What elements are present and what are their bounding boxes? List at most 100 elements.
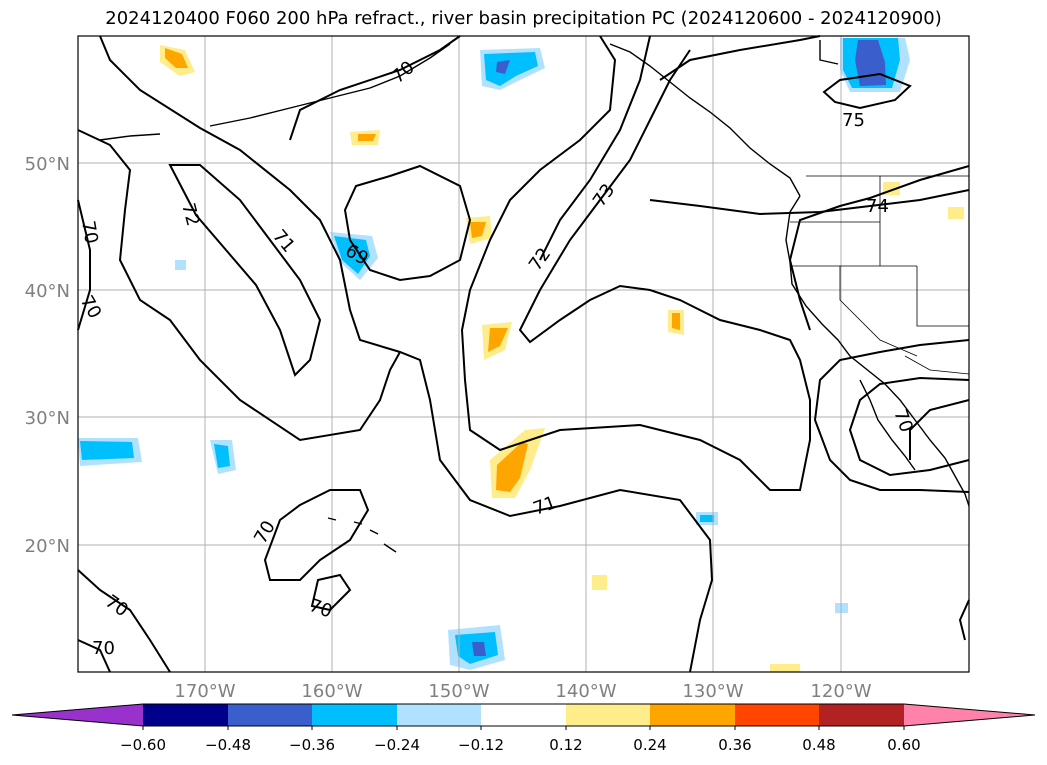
colorbar-tick-labels: −0.60 −0.48 −0.36 −0.24 −0.12 0.12 0.24 … bbox=[120, 736, 921, 754]
lon-label: 170°W bbox=[174, 681, 235, 702]
border-ca-nv bbox=[839, 266, 918, 357]
colorbar-segment bbox=[312, 704, 397, 726]
border-nevada bbox=[916, 266, 969, 327]
contour-line bbox=[460, 35, 811, 491]
border-us-mexico bbox=[904, 355, 970, 375]
colorbar-tick-label: 0.12 bbox=[549, 736, 582, 754]
precip-patch bbox=[770, 664, 800, 672]
lon-label: 150°W bbox=[428, 681, 489, 702]
contour-line bbox=[168, 164, 322, 377]
colorbar bbox=[11, 703, 1036, 730]
lat-label: 40°N bbox=[25, 281, 70, 302]
contour-label: 70 bbox=[77, 219, 102, 245]
precip-patch bbox=[484, 52, 538, 86]
latitude-labels: 50°N 40°N 30°N 20°N bbox=[25, 154, 70, 557]
coastline-west-coast bbox=[785, 195, 970, 507]
lat-label: 50°N bbox=[25, 154, 70, 175]
contour-label: 74 bbox=[866, 196, 889, 217]
contour-line bbox=[539, 35, 651, 261]
contour-line bbox=[77, 129, 401, 442]
graticule bbox=[78, 36, 969, 672]
colorbar-tick-label: −0.48 bbox=[205, 736, 251, 754]
contour-label: 70 bbox=[388, 57, 419, 88]
precip-patch bbox=[948, 207, 964, 219]
contours bbox=[77, 35, 970, 673]
contour-line bbox=[958, 599, 970, 641]
contour-label: 71 bbox=[268, 226, 299, 257]
precip-patch bbox=[496, 60, 510, 74]
map-title: 2024120400 F060 200 hPa refract., river … bbox=[105, 8, 942, 29]
coastlines bbox=[99, 40, 970, 553]
contour-label: 70 bbox=[250, 517, 280, 547]
colorbar-tick-label: −0.12 bbox=[458, 736, 504, 754]
contour-label: 72 bbox=[177, 201, 203, 229]
contour-line bbox=[909, 399, 970, 460]
coastline-alaska-panhandle bbox=[609, 43, 801, 197]
contour-label: 75 bbox=[842, 110, 865, 131]
colorbar-tick-label: −0.60 bbox=[120, 736, 166, 754]
contour-line bbox=[343, 164, 472, 282]
contour-line bbox=[649, 189, 970, 216]
contour-line bbox=[788, 165, 970, 331]
lon-label: 140°W bbox=[555, 681, 616, 702]
colorbar-tick-label: 0.24 bbox=[633, 736, 666, 754]
colorbar-segment bbox=[650, 704, 735, 726]
colorbar-tick-label: 0.60 bbox=[887, 736, 920, 754]
colorbar-tick-label: 0.48 bbox=[802, 736, 835, 754]
contour-labels: 70 72 71 69 72 73 74 75 70 70 70 71 70 7… bbox=[76, 57, 917, 659]
contour-label: 70 bbox=[306, 595, 335, 623]
precip-patch bbox=[358, 134, 376, 141]
colorbar-segment bbox=[228, 704, 312, 726]
precip-patch bbox=[80, 441, 134, 460]
map-frame bbox=[77, 35, 970, 673]
colorbar-extension-high bbox=[904, 704, 1035, 726]
contour-line bbox=[813, 339, 970, 493]
precip-patches bbox=[78, 38, 964, 672]
colorbar-segment bbox=[819, 704, 904, 726]
coastline-baja bbox=[859, 379, 916, 471]
precip-patch bbox=[488, 328, 508, 352]
lon-label: 130°W bbox=[682, 681, 743, 702]
precip-patch bbox=[470, 222, 486, 238]
contour-line bbox=[263, 489, 370, 581]
contour-label: 70 bbox=[92, 638, 115, 659]
contour-line bbox=[99, 35, 714, 673]
colorbar-segment bbox=[143, 704, 228, 726]
contour-label: 71 bbox=[531, 492, 560, 520]
colorbar-segment bbox=[735, 704, 819, 726]
colorbar-segment bbox=[566, 704, 650, 726]
contour-label: 70 bbox=[76, 292, 106, 322]
colorbar-extension-low bbox=[12, 704, 143, 726]
contour-line bbox=[289, 35, 461, 141]
contour-line bbox=[77, 199, 91, 331]
coastline-aleutians bbox=[99, 43, 451, 141]
lon-label: 160°W bbox=[301, 681, 362, 702]
precip-patch bbox=[672, 313, 680, 330]
precip-patch bbox=[592, 575, 607, 590]
longitude-labels: 170°W 160°W 150°W 140°W 130°W 120°W bbox=[174, 681, 871, 702]
colorbar-tick-label: −0.24 bbox=[374, 736, 420, 754]
contour-label: 70 bbox=[101, 591, 132, 621]
coastline-canada bbox=[819, 40, 839, 65]
contour-line bbox=[848, 376, 970, 477]
precip-patch bbox=[214, 444, 230, 468]
colorbar-segment bbox=[481, 704, 566, 726]
lat-label: 30°N bbox=[25, 408, 70, 429]
precip-patch bbox=[334, 236, 370, 274]
coastline-hawaii bbox=[327, 517, 397, 553]
contour-label: 70 bbox=[889, 407, 917, 436]
colorbar-segment bbox=[397, 704, 481, 726]
contour-line bbox=[659, 35, 821, 81]
precip-patch bbox=[165, 48, 188, 68]
colorbar-tick-label: −0.36 bbox=[289, 736, 335, 754]
lon-label: 120°W bbox=[810, 681, 871, 702]
contour-line bbox=[822, 72, 912, 110]
contour-line bbox=[77, 569, 171, 673]
contour-label: 72 bbox=[525, 244, 555, 275]
precip-patch bbox=[175, 260, 186, 270]
precip-patch bbox=[496, 442, 528, 492]
precip-patch bbox=[472, 642, 486, 656]
colorbar-tick-label: 0.36 bbox=[718, 736, 751, 754]
contour-label: 73 bbox=[589, 180, 619, 211]
